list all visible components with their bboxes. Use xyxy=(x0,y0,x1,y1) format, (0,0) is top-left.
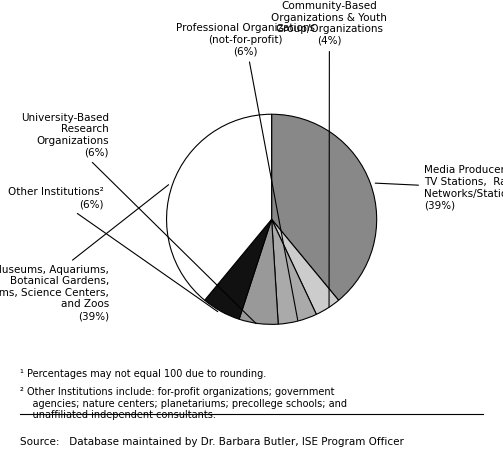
Text: ² Other Institutions include: for-profit organizations; government
    agencies;: ² Other Institutions include: for-profit… xyxy=(20,387,347,420)
Wedge shape xyxy=(272,219,339,314)
Text: University-Based
Research
Organizations
(6%): University-Based Research Organizations … xyxy=(21,113,256,324)
Wedge shape xyxy=(239,219,278,324)
Text: ¹ Percentages may not equal 100 due to rounding.: ¹ Percentages may not equal 100 due to r… xyxy=(20,369,267,379)
Text: Professional Organizations
(not-for-profit)
(6%): Professional Organizations (not-for-prof… xyxy=(176,23,315,321)
Wedge shape xyxy=(166,114,272,300)
Text: Media Producers,
TV Stations,  Radio
Networks/Stations
(39%): Media Producers, TV Stations, Radio Netw… xyxy=(375,165,503,210)
Wedge shape xyxy=(272,219,316,324)
Text: Community-Based
Organizations & Youth
Group/Organizations
(4%): Community-Based Organizations & Youth Gr… xyxy=(272,1,387,307)
Wedge shape xyxy=(205,219,272,319)
Text: Source:   Database maintained by Dr. Barbara Butler, ISE Program Officer: Source: Database maintained by Dr. Barba… xyxy=(20,437,404,447)
Text: Museums, Aquariums,
Botanical Gardens,
Arboretums, Science Centers,
and Zoos
(39: Museums, Aquariums, Botanical Gardens, A… xyxy=(0,185,169,321)
Wedge shape xyxy=(272,114,377,300)
Text: Other Institutions²
(6%): Other Institutions² (6%) xyxy=(8,187,218,311)
